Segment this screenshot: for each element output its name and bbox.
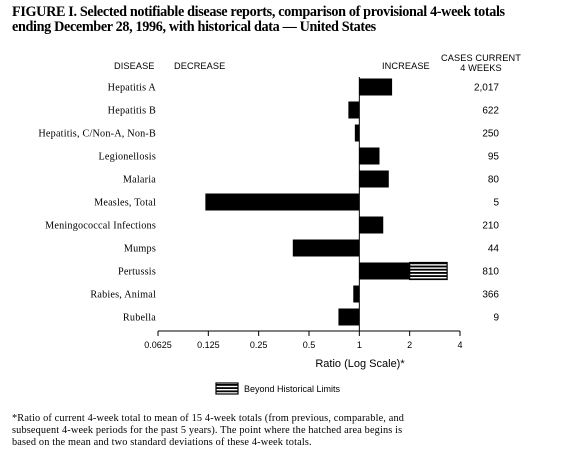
x-tick-label: 4 [457, 340, 462, 350]
bar [338, 308, 360, 326]
category-label: Malaria [123, 175, 156, 186]
cases-value: 810 [482, 267, 499, 278]
footnote: *Ratio of current 4-week total to mean o… [12, 413, 405, 449]
cases-value: 95 [488, 152, 500, 163]
cases-value: 250 [482, 129, 499, 140]
legend [215, 382, 239, 395]
header-decrease: DECREASE [174, 61, 226, 71]
category-label: Rubella [123, 313, 156, 324]
category-label: Mumps [124, 244, 156, 255]
cases-value: 210 [482, 221, 499, 232]
x-axis-label: Ratio (Log Scale)* [315, 358, 405, 370]
cases-value: 9 [493, 313, 499, 324]
bar [353, 285, 360, 303]
legend-label: Beyond Historical Limits [244, 384, 341, 394]
legend-swatch [215, 382, 239, 395]
category-label: Hepatitis, C/Non-A, Non-B [38, 129, 156, 140]
bar [348, 101, 360, 119]
category-label: Hepatitis B [108, 106, 156, 117]
header-cases-current: CASES CURRENT 4 WEEKS [441, 53, 521, 73]
x-tick-label: 0.25 [250, 340, 268, 350]
label-layer: 0.0625 0.125 0.25 0.5 1 2 4 Hepatitis A 2,017 Hep… [38, 83, 499, 351]
category-label: Rabies, Animal [90, 290, 156, 301]
bar-layer [205, 78, 448, 326]
x-tick-label: 0.5 [303, 340, 316, 350]
cases-value: 5 [493, 198, 499, 209]
figure-title: FIGURE I. Selected notifiable disease re… [12, 4, 505, 35]
category-label: Hepatitis A [108, 83, 157, 94]
header-disease: DISEASE [114, 61, 155, 71]
x-tick-label: 0.125 [197, 340, 220, 350]
category-label: Measles, Total [94, 198, 156, 209]
bar [359, 216, 384, 234]
bar [359, 147, 380, 165]
category-label: Meningococcal Infections [45, 221, 156, 232]
bar [292, 239, 360, 257]
header-increase: INCREASE [382, 61, 430, 71]
cases-value: 622 [482, 106, 499, 117]
bar [359, 78, 393, 96]
bar-hatched-segment [409, 261, 448, 281]
cases-value: 44 [488, 244, 500, 255]
cases-value: 366 [482, 290, 499, 301]
x-tick-label: 1 [357, 340, 362, 350]
category-label: Pertussis [118, 267, 156, 278]
x-tick-label: 2 [407, 340, 412, 350]
x-tick-label: 0.0625 [144, 340, 172, 350]
bar [354, 124, 360, 142]
category-label: Legionellosis [99, 152, 157, 163]
bar [359, 170, 389, 188]
bar [205, 193, 360, 211]
cases-value: 80 [488, 175, 500, 186]
cases-value: 2,017 [474, 83, 499, 94]
